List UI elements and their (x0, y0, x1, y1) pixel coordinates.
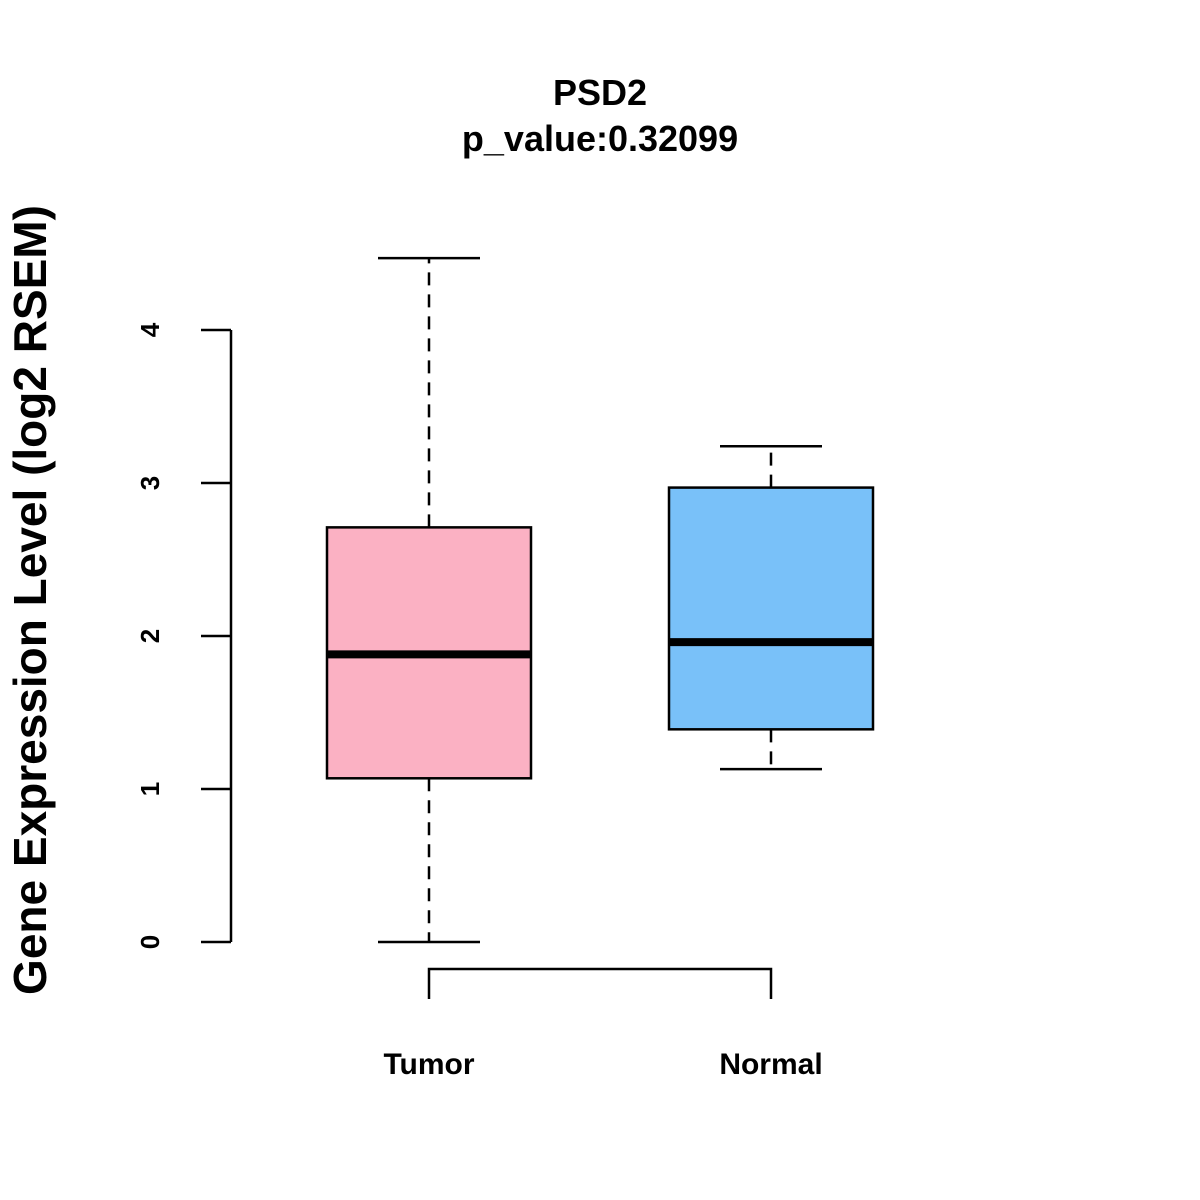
y-axis-label: Gene Expression Level (log2 RSEM) (4, 205, 56, 995)
chart-subtitle: p_value:0.32099 (462, 118, 738, 159)
y-tick-label: 3 (135, 476, 165, 490)
y-tick-label: 4 (135, 322, 165, 337)
category-label-normal: Normal (719, 1048, 822, 1081)
y-tick-label: 2 (135, 629, 165, 643)
y-axis: 0 1 2 3 4 (135, 322, 233, 949)
y-tick-label: 1 (135, 782, 165, 796)
group-bracket-line (427, 967, 773, 999)
y-tick-label: 0 (135, 935, 165, 949)
category-labels: Tumor Normal (383, 1048, 822, 1081)
group-bracket (427, 967, 773, 999)
normal-box (667, 486, 875, 731)
box-group (325, 256, 875, 944)
chart-title: PSD2 (553, 72, 647, 113)
category-label-tumor: Tumor (383, 1048, 474, 1081)
